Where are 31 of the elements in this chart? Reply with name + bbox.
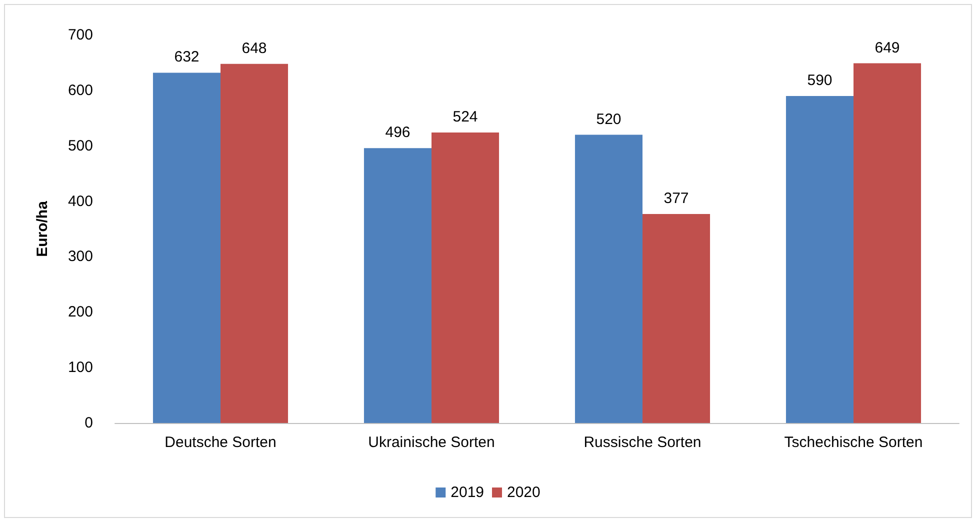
y-tick-label: 0	[84, 414, 93, 432]
y-tick-label: 200	[68, 304, 93, 321]
bar	[364, 148, 432, 423]
bar	[854, 63, 922, 423]
legend-label: 2019	[450, 484, 484, 501]
bar	[574, 134, 642, 423]
data-label: 524	[452, 108, 478, 126]
y-tick-label: 500	[68, 137, 93, 154]
bar	[220, 64, 288, 423]
data-label: 377	[664, 190, 689, 208]
data-label: 632	[174, 48, 200, 66]
x-tick-label: Tschechische Sorten	[784, 434, 923, 451]
x-tick-label: Russische Sorten	[584, 434, 702, 451]
data-label: 520	[596, 110, 622, 128]
data-label: 496	[385, 124, 410, 142]
x-tick-label: Deutsche Sorten	[164, 434, 276, 451]
y-tick-label: 400	[68, 192, 93, 210]
data-label: 649	[874, 39, 900, 56]
bar	[786, 96, 854, 423]
legend-label: 2020	[507, 484, 540, 501]
y-tick-label: 100	[68, 359, 93, 376]
data-label: 648	[242, 40, 267, 57]
data-label: 590	[807, 72, 832, 89]
bar	[432, 132, 500, 423]
y-tick-label: 300	[68, 248, 93, 266]
bar	[152, 72, 220, 423]
y-tick-label: 700	[68, 26, 93, 44]
y-tick-label: 600	[68, 82, 93, 99]
x-tick-label: Ukrainische Sorten	[368, 434, 495, 451]
bar	[642, 214, 710, 423]
y-axis-title: Euro/ha	[34, 200, 51, 257]
